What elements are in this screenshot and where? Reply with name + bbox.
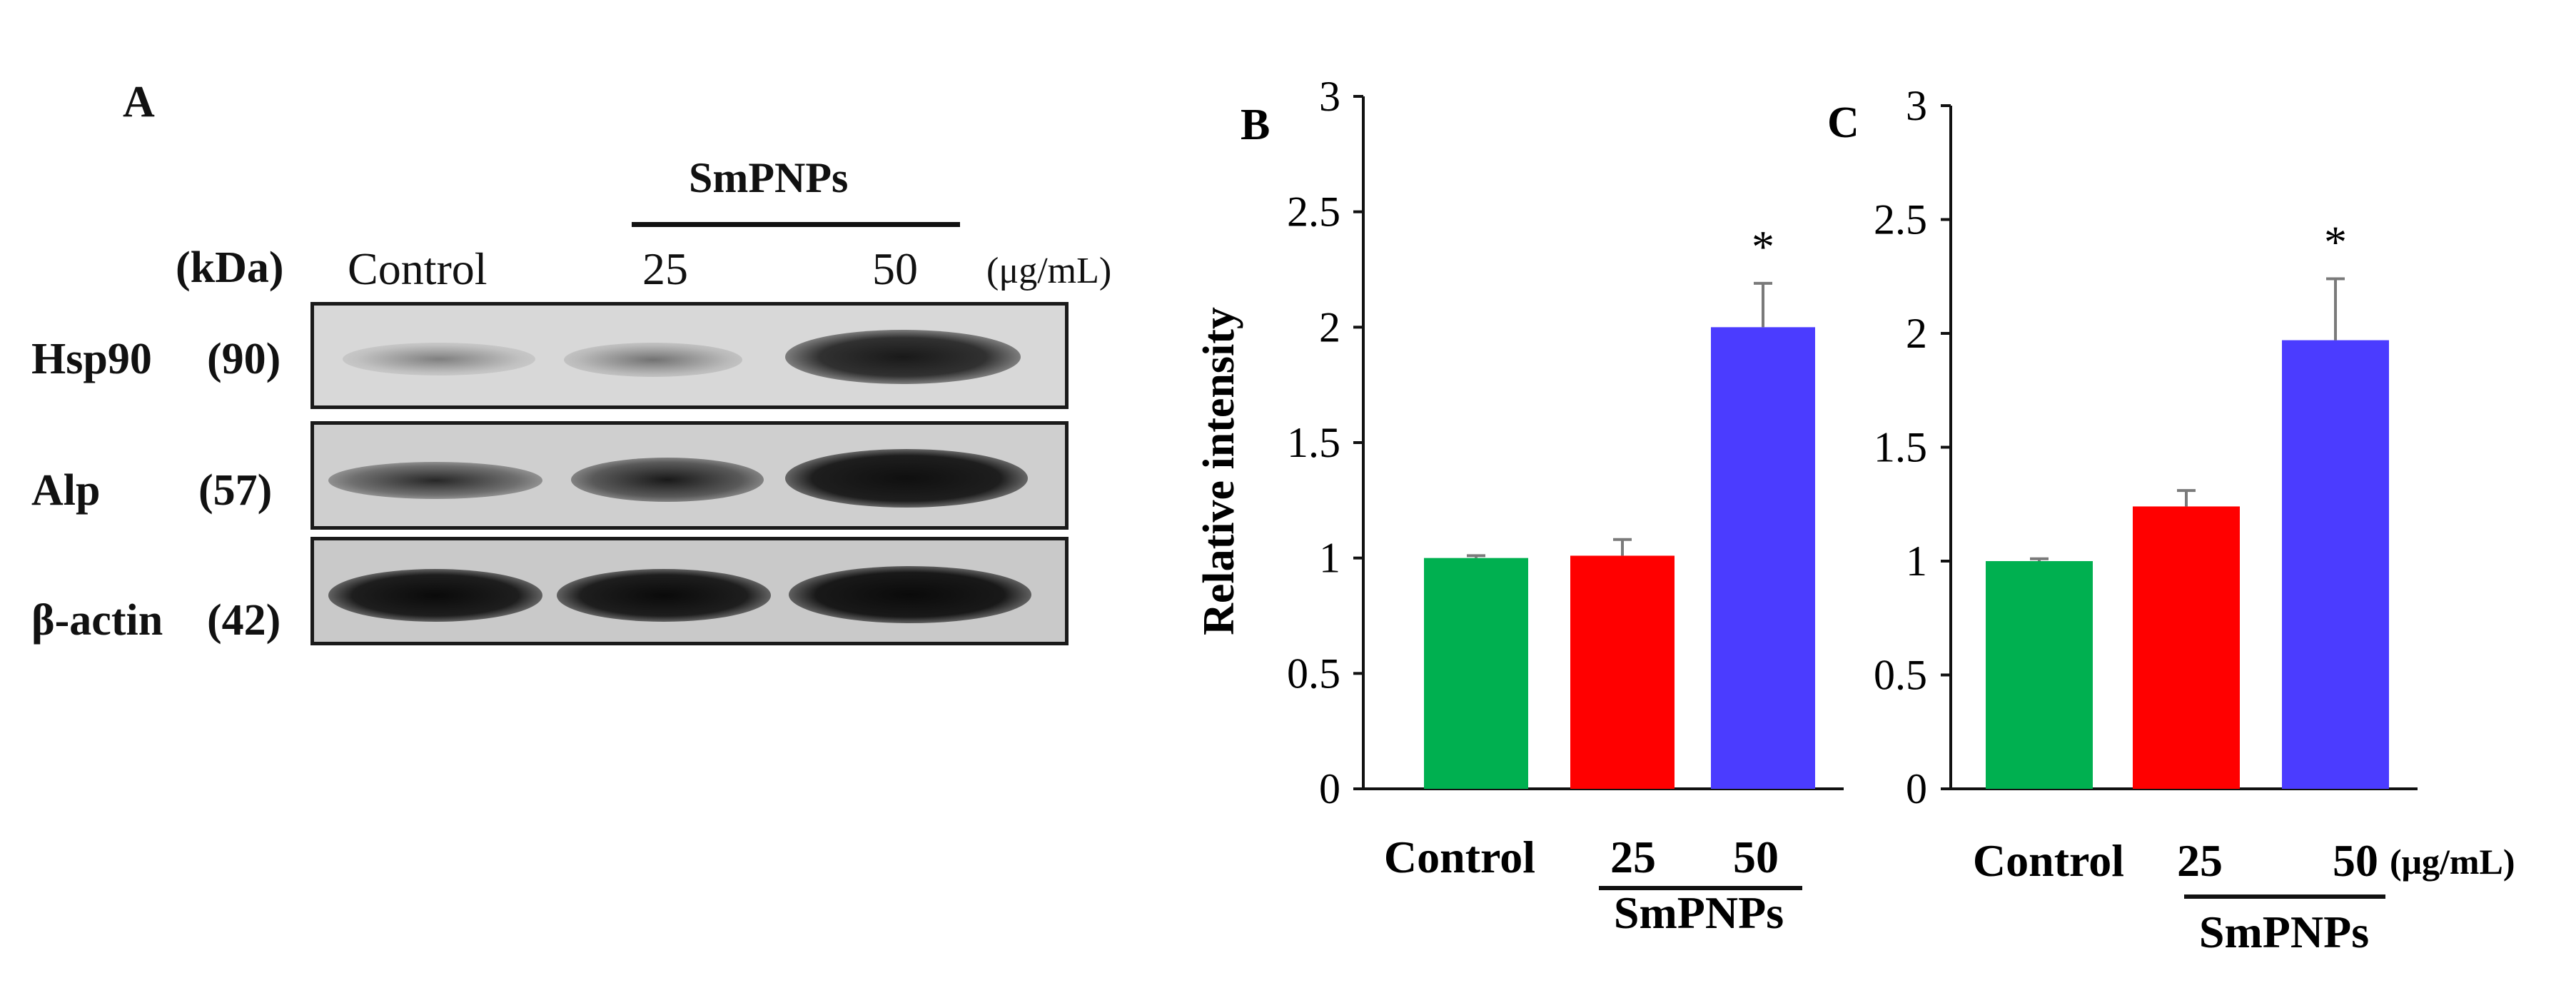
chart-b-bar-25 xyxy=(1570,555,1675,789)
chart-c-group-label: SmPNPs xyxy=(2199,907,2369,957)
band-alp-50 xyxy=(785,449,1028,508)
band-alp-control xyxy=(328,462,542,499)
row-label-hsp90: Hsp90 xyxy=(31,335,152,383)
chart-c-ytick-label: 2 xyxy=(1906,310,1927,357)
chart-c-ytick-label: 0 xyxy=(1906,765,1927,812)
chart-b-xlabel-50: 50 xyxy=(1733,832,1779,882)
concentration-unit-label: (μg/mL) xyxy=(986,251,1112,291)
treatment-group-bracket xyxy=(632,222,960,227)
chart-c-xlabel-25: 25 xyxy=(2177,835,2223,886)
chart-b-ytick-label: 0.5 xyxy=(1287,650,1340,697)
band-hsp90-50 xyxy=(785,330,1021,384)
chart-b-ytick-label: 1.5 xyxy=(1287,419,1340,466)
chart-c-ytick-label: 1.5 xyxy=(1874,424,1927,471)
band-beta-actin-control xyxy=(328,569,542,622)
chart-c-ytick-label: 0.5 xyxy=(1874,652,1927,699)
band-hsp90-control xyxy=(343,343,535,375)
chart-c-unit-label: (μg/mL) xyxy=(2390,842,2515,882)
chart-b-bar-control xyxy=(1424,558,1528,789)
chart-b-xlabel-control: Control xyxy=(1384,832,1535,882)
lane-label-control: Control xyxy=(348,243,488,294)
chart-b-ytick-label: 2.5 xyxy=(1287,188,1340,236)
band-hsp90-25 xyxy=(564,343,742,377)
chart-c-bar-25 xyxy=(2133,506,2240,789)
kda-hsp90: (90) xyxy=(207,335,281,383)
chart-b-ytick-label: 2 xyxy=(1319,303,1340,351)
chart-c-xlabel-50: 50 xyxy=(2333,835,2378,886)
kda-beta-actin: (42) xyxy=(207,596,281,645)
blot-alp xyxy=(310,421,1069,530)
band-alp-25 xyxy=(571,458,764,502)
kda-alp: (57) xyxy=(198,466,273,515)
band-beta-actin-50 xyxy=(789,566,1031,623)
chart-b-group-label: SmPNPs xyxy=(1614,887,1784,938)
kda-header: (kDa) xyxy=(176,243,284,292)
chart-b-bar-50 xyxy=(1711,327,1815,789)
chart-c-ytick-label: 2.5 xyxy=(1874,196,1927,243)
chart-c-significance-marker: * xyxy=(2324,216,2347,267)
panel-a-letter: A xyxy=(123,78,155,126)
chart-b-ytick-label: 3 xyxy=(1319,73,1340,120)
panel-c-letter: C xyxy=(1827,99,1859,147)
chart-c-bar-control xyxy=(1986,561,2093,789)
blot-hsp90 xyxy=(310,302,1069,409)
chart-b-ytick-label: 0 xyxy=(1319,765,1340,812)
lane-label-50: 50 xyxy=(872,243,918,294)
chart-b-ytick-label: 1 xyxy=(1319,535,1340,582)
blot-beta-actin xyxy=(310,537,1069,645)
chart-c-xlabel-control: Control xyxy=(1973,835,2124,886)
chart-c-ytick-label: 3 xyxy=(1906,82,1927,129)
chart-b-ylabel: Relative intensity xyxy=(1195,307,1243,635)
chart-b-significance-marker: * xyxy=(1752,221,1774,272)
chart-b-xlabel-25: 25 xyxy=(1610,832,1656,882)
panel-b-letter: B xyxy=(1241,101,1270,149)
treatment-group-label: SmPNPs xyxy=(689,154,849,201)
lane-label-25: 25 xyxy=(642,243,688,294)
row-label-alp: Alp xyxy=(31,466,101,515)
chart-c-ytick-label: 1 xyxy=(1906,538,1927,585)
row-label-beta-actin: β-actin xyxy=(31,596,163,645)
chart-c-bar-50 xyxy=(2282,340,2389,789)
band-beta-actin-25 xyxy=(557,569,771,622)
